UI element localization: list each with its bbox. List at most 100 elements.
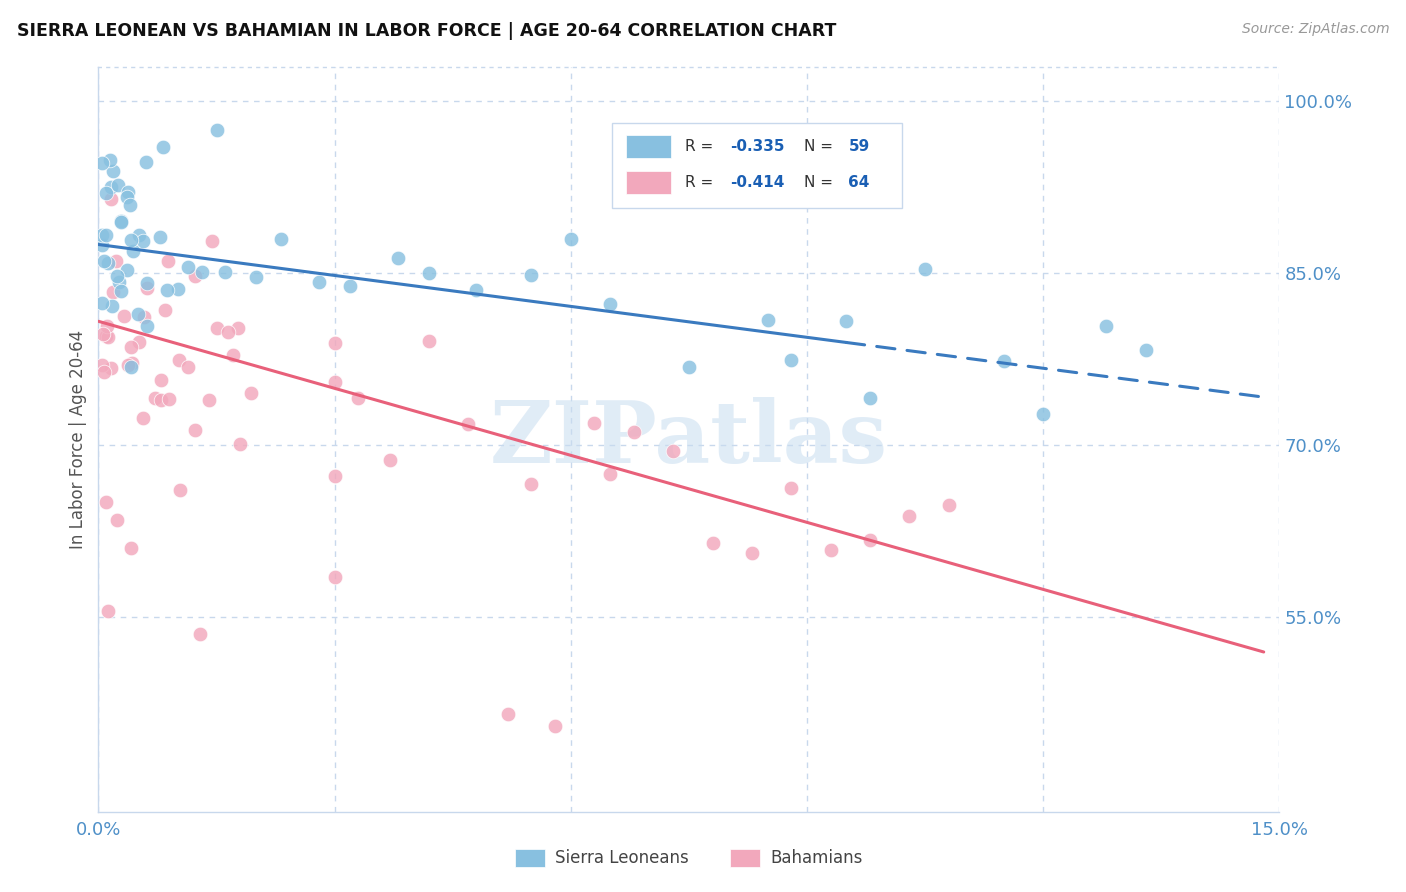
Point (150, 373, 173, 387)
Point (127, 307, 149, 321)
Point (270, 232, 292, 246)
Point (323, 468, 346, 483)
Text: 59: 59 (848, 139, 870, 154)
Point (662, 444, 685, 458)
Point (496, 707, 519, 722)
Point (191, 264, 214, 278)
Point (132, 410, 155, 425)
Point (91, 238, 114, 252)
Text: -0.414: -0.414 (730, 175, 785, 190)
Point (169, 483, 191, 497)
Point (200, 235, 222, 249)
Point (94, 227, 117, 242)
Point (859, 533, 882, 547)
Point (128, 227, 150, 242)
Point (378, 453, 401, 467)
Point (157, 392, 180, 406)
Point (128, 334, 150, 349)
Point (207, 123, 229, 137)
Point (136, 319, 159, 334)
Point (152, 139, 174, 153)
Point (599, 297, 621, 311)
Point (167, 353, 190, 368)
Point (105, 512, 128, 526)
Point (93, 365, 115, 379)
Point (117, 186, 139, 200)
Point (103, 164, 125, 178)
Point (97, 255, 120, 269)
Point (105, 268, 128, 283)
Point (205, 321, 228, 335)
Text: R =: R = (685, 139, 718, 154)
Point (780, 481, 803, 495)
Point (121, 355, 143, 369)
Point (120, 359, 142, 374)
Point (110, 214, 132, 228)
Point (97, 604, 120, 618)
Point (135, 154, 157, 169)
Text: N =: N = (803, 139, 838, 154)
Point (222, 348, 245, 362)
Point (100, 180, 122, 194)
Point (104, 253, 127, 268)
Point (217, 325, 239, 339)
Point (121, 244, 143, 258)
Point (1095, 318, 1118, 333)
Point (188, 627, 211, 641)
Point (323, 570, 346, 584)
Point (107, 275, 129, 289)
Point (214, 265, 236, 279)
Point (339, 278, 361, 293)
Text: -0.335: -0.335 (730, 139, 785, 154)
Point (149, 230, 172, 244)
Point (780, 352, 803, 367)
Point (993, 354, 1015, 368)
Point (120, 541, 142, 556)
Point (100, 192, 122, 206)
Point (457, 417, 479, 431)
Point (1135, 343, 1157, 357)
Point (835, 313, 858, 327)
Point (115, 262, 138, 277)
Point (167, 282, 190, 296)
FancyBboxPatch shape (626, 171, 671, 194)
Point (418, 266, 440, 280)
Point (387, 251, 409, 265)
Point (94, 186, 117, 200)
Text: SIERRA LEONEAN VS BAHAMIAN IN LABOR FORCE | AGE 20-64 CORRELATION CHART: SIERRA LEONEAN VS BAHAMIAN IN LABOR FORC… (17, 22, 837, 40)
Point (110, 284, 132, 298)
Point (143, 392, 166, 406)
Point (914, 261, 936, 276)
Point (820, 543, 842, 558)
Point (623, 425, 645, 440)
Point (323, 336, 346, 351)
Point (101, 299, 124, 313)
Point (520, 476, 543, 491)
Point (117, 358, 139, 372)
Text: Source: ZipAtlas.com: Source: ZipAtlas.com (1241, 22, 1389, 37)
Point (94, 329, 117, 343)
Point (197, 392, 219, 407)
Point (560, 232, 582, 246)
Point (228, 436, 250, 450)
Point (156, 254, 179, 268)
Point (898, 509, 921, 524)
Point (702, 536, 724, 550)
Point (120, 340, 142, 354)
Point (859, 392, 882, 406)
Point (678, 360, 700, 375)
Point (94, 495, 117, 509)
Point (135, 280, 157, 294)
Point (91, 155, 114, 169)
Point (323, 376, 346, 390)
Point (132, 310, 155, 324)
Point (184, 268, 207, 283)
Point (91, 358, 114, 372)
Y-axis label: In Labor Force | Age 20-64: In Labor Force | Age 20-64 (69, 330, 87, 549)
Point (1032, 407, 1054, 421)
Point (149, 392, 172, 407)
Point (156, 283, 179, 297)
Point (112, 310, 135, 324)
Point (118, 198, 141, 212)
Point (97, 330, 120, 344)
